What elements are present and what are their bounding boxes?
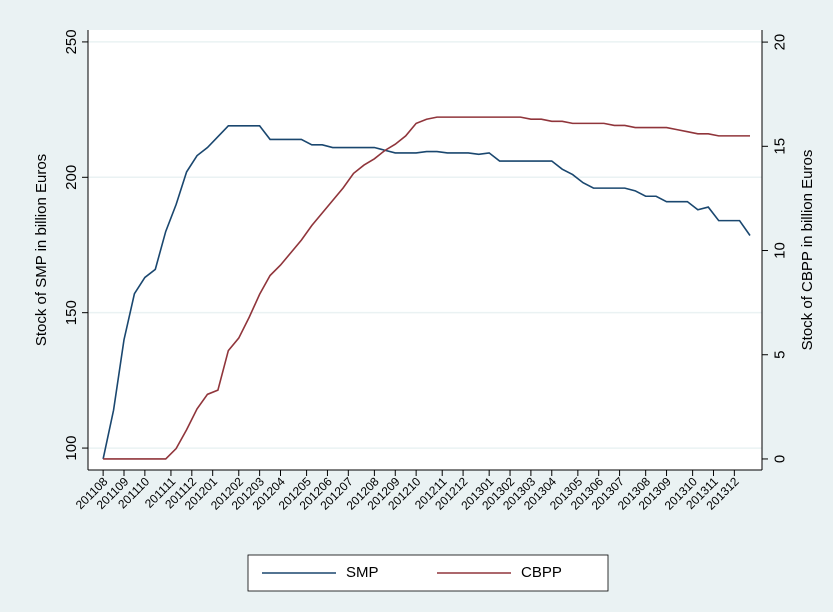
y-axis-label: Stock of SMP in billion Euros xyxy=(33,154,50,346)
series-line xyxy=(102,125,751,460)
y2-tick-label: 20 xyxy=(771,34,788,51)
y2-tick-label: 0 xyxy=(771,455,788,463)
y-tick-label: 100 xyxy=(63,436,80,461)
y-tick-label: 200 xyxy=(63,165,80,190)
legend-label: SMP xyxy=(346,564,379,581)
y2-axis-label: Stock of CBPP in billion Euros xyxy=(799,150,816,351)
plot-area xyxy=(88,30,762,470)
series-line xyxy=(103,116,751,460)
y-tick-label: 250 xyxy=(63,29,80,54)
y2-tick-label: 5 xyxy=(771,351,788,359)
y2-tick-label: 10 xyxy=(771,242,788,259)
legend-label: CBPP xyxy=(521,564,562,581)
y-tick-label: 150 xyxy=(63,300,80,325)
y2-tick-label: 15 xyxy=(771,138,788,155)
